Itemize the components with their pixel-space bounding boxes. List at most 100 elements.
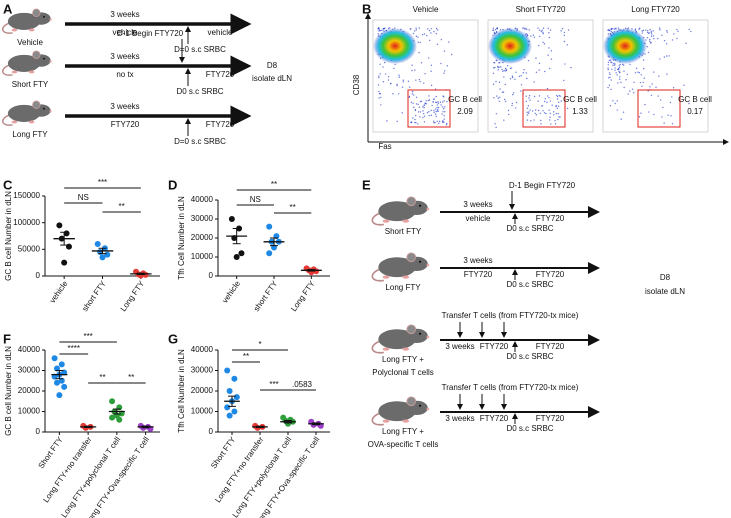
event-dot bbox=[503, 76, 505, 78]
mouse-icon bbox=[2, 8, 52, 34]
event-dot bbox=[683, 84, 685, 87]
mouse-ear bbox=[32, 50, 41, 60]
label: FTY720 bbox=[111, 120, 140, 129]
event-dot bbox=[610, 28, 612, 31]
label: 1.33 bbox=[572, 107, 588, 116]
event-dot bbox=[418, 52, 420, 54]
label: Long FTY bbox=[12, 130, 48, 139]
label: D0 s.c SRBC bbox=[506, 224, 553, 233]
event-dot bbox=[613, 62, 615, 65]
mouse-icon bbox=[371, 324, 430, 354]
event-dot bbox=[435, 101, 437, 103]
mouse-eye bbox=[419, 204, 422, 207]
event-dot bbox=[515, 107, 517, 109]
event-dot bbox=[430, 109, 432, 111]
event-dot bbox=[622, 64, 625, 66]
data-dot bbox=[56, 222, 63, 229]
event-dot bbox=[648, 111, 650, 113]
event-dot bbox=[610, 61, 612, 63]
event-dot bbox=[380, 96, 382, 98]
event-dot bbox=[643, 68, 645, 70]
event-dot bbox=[660, 99, 662, 101]
label: vehicle bbox=[220, 279, 242, 305]
mouse-tail bbox=[371, 340, 384, 354]
event-dot bbox=[534, 112, 536, 115]
event-dot bbox=[534, 109, 537, 111]
event-dot bbox=[612, 64, 614, 67]
event-dot bbox=[525, 72, 528, 74]
event-dot bbox=[415, 79, 417, 81]
label: Short FTY720 bbox=[516, 5, 566, 14]
event-dot bbox=[638, 116, 641, 118]
event-dot bbox=[613, 64, 616, 66]
label: GC B cell bbox=[448, 95, 482, 104]
event-dot bbox=[427, 28, 429, 30]
event-dot bbox=[685, 42, 687, 45]
label: NS bbox=[78, 193, 89, 202]
event-dot bbox=[502, 91, 505, 93]
event-dot bbox=[548, 97, 550, 99]
data-dot bbox=[56, 392, 63, 399]
event-dot bbox=[543, 100, 546, 103]
event-dot bbox=[436, 43, 439, 46]
event-dot bbox=[428, 99, 431, 101]
mouse-foot bbox=[402, 347, 410, 351]
event-dot bbox=[497, 66, 499, 69]
event-dot bbox=[542, 110, 544, 112]
mouse-nose bbox=[426, 335, 430, 339]
event-dot bbox=[525, 100, 528, 103]
event-dot bbox=[541, 29, 543, 32]
label: *** bbox=[269, 380, 278, 389]
label: D-1 Begin FTY720 bbox=[117, 29, 184, 38]
event-dot bbox=[641, 85, 643, 87]
event-dot bbox=[501, 91, 504, 93]
label: FTY720 bbox=[536, 342, 565, 351]
event-dot bbox=[555, 112, 558, 115]
event-dot bbox=[619, 78, 621, 80]
event-dot bbox=[548, 119, 551, 121]
event-dot bbox=[411, 64, 413, 66]
event-dot bbox=[430, 32, 432, 34]
label: Vehicle bbox=[17, 38, 43, 47]
event-dot bbox=[495, 126, 497, 129]
event-dot bbox=[425, 100, 427, 102]
label: FTY720 bbox=[536, 270, 565, 279]
event-dot bbox=[382, 81, 385, 83]
event-dot bbox=[511, 75, 514, 77]
event-dot bbox=[426, 34, 428, 37]
data-dot bbox=[233, 254, 240, 260]
data-dot bbox=[53, 365, 60, 372]
event-dot bbox=[690, 30, 692, 33]
mouse-foot bbox=[11, 70, 18, 74]
event-dot bbox=[446, 65, 449, 67]
event-dot bbox=[659, 58, 661, 60]
data-dot bbox=[61, 383, 68, 390]
event-dot bbox=[550, 50, 553, 52]
label: isolate dLN bbox=[252, 74, 292, 83]
event-dot bbox=[498, 81, 501, 84]
event-dot bbox=[623, 86, 625, 89]
label: 10000 bbox=[191, 252, 214, 261]
event-dot bbox=[614, 69, 616, 71]
data-dot bbox=[53, 379, 60, 386]
density-blob bbox=[488, 28, 532, 64]
event-dot bbox=[549, 116, 551, 118]
event-dot bbox=[556, 95, 559, 98]
event-dot bbox=[618, 64, 620, 67]
event-dot bbox=[523, 27, 525, 29]
label: ** bbox=[290, 203, 296, 212]
event-dot bbox=[440, 38, 443, 41]
event-dot bbox=[401, 112, 403, 114]
mouse-tail bbox=[2, 22, 13, 34]
event-dot bbox=[419, 116, 421, 118]
event-dot bbox=[607, 68, 609, 71]
label: D=0 s.c SRBC bbox=[174, 137, 226, 146]
mouse-nose bbox=[426, 263, 430, 267]
label: OVA-specific T cells bbox=[368, 440, 439, 449]
event-dot bbox=[387, 79, 390, 81]
event-dot bbox=[520, 90, 522, 92]
event-dot bbox=[417, 111, 420, 113]
event-dot bbox=[414, 30, 416, 32]
event-dot bbox=[428, 29, 431, 32]
event-dot bbox=[623, 70, 625, 72]
